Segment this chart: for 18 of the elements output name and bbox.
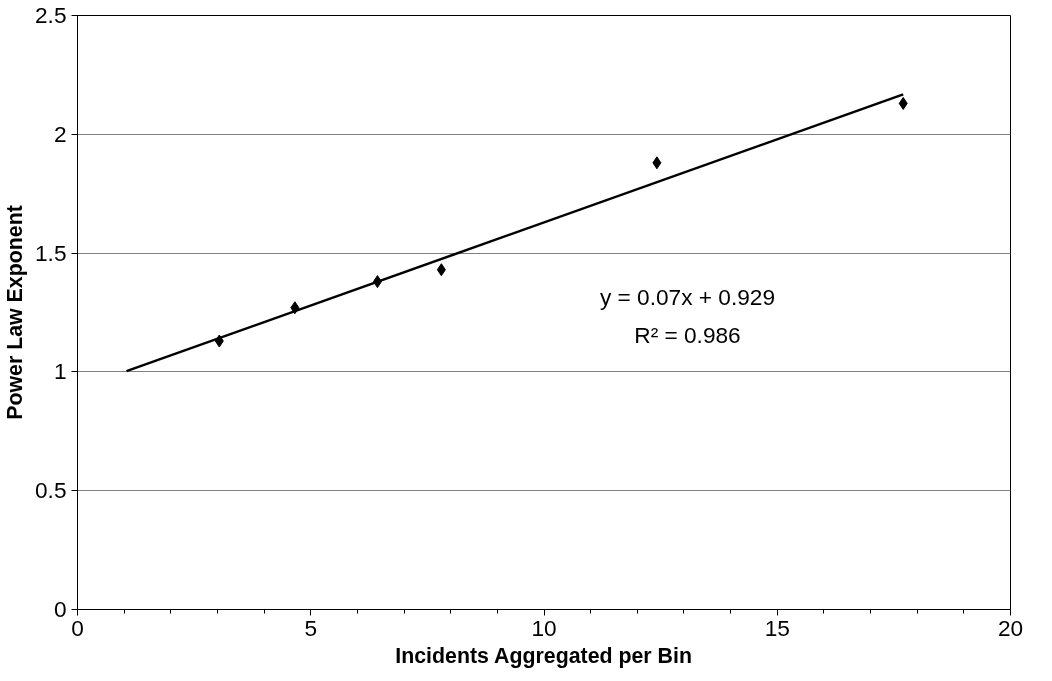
x-tick-label: 20 (997, 614, 1024, 641)
x-tick-label: 0 (71, 614, 84, 641)
y-tick-label: 2.5 (35, 2, 67, 28)
annotation: y = 0.07x + 0.929 (599, 283, 776, 310)
y-tick-label: 1.5 (35, 239, 67, 266)
x-tick-label: 10 (531, 614, 557, 641)
y-tick-label: 2 (53, 120, 67, 147)
y-axis-title: Power Law Exponent (3, 205, 27, 420)
point (436, 263, 446, 277)
point (898, 96, 908, 110)
y-tick-label: 0 (53, 596, 67, 622)
y-tick-label: 1 (53, 358, 67, 385)
annotation: R² = 0.986 (634, 321, 741, 348)
y-tick-label: 0.5 (35, 477, 67, 504)
x-tick-label: 5 (304, 614, 318, 641)
point (652, 156, 662, 170)
x-axis-title: Incidents Aggregated per Bin (395, 643, 692, 668)
x-tick-label: 15 (764, 614, 790, 641)
